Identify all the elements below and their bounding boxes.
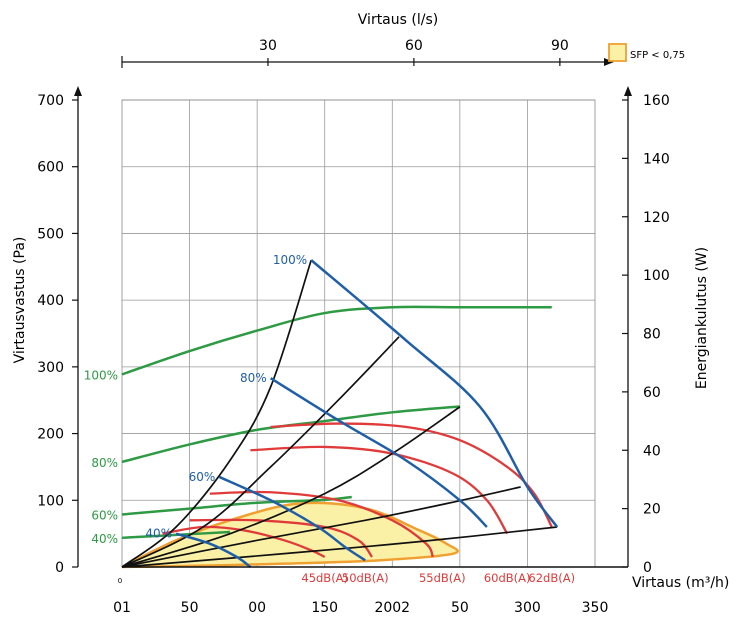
pressure-curve-label: 40% bbox=[145, 527, 172, 541]
y-right-tick-label: 140 bbox=[643, 151, 670, 167]
y-left-tick-label: 0 bbox=[55, 560, 64, 576]
x-tick-label: 350 bbox=[582, 600, 609, 616]
top-axis-tick-label: 30 bbox=[259, 38, 277, 54]
sound-curve-60dB(A) bbox=[250, 445, 509, 535]
x-tick-label: 50 bbox=[451, 600, 469, 616]
y-left-tick-label: 100 bbox=[37, 493, 64, 509]
y-left-tick-label: 300 bbox=[37, 360, 64, 376]
system-curve bbox=[121, 336, 400, 568]
y-right-tick-label: 100 bbox=[643, 268, 670, 284]
power-curve-label: 60% bbox=[91, 508, 118, 522]
pressure-curve-100% bbox=[310, 259, 559, 528]
y-left-tick-label: 500 bbox=[37, 226, 64, 242]
x-origin-label: 0 bbox=[118, 577, 122, 585]
pressure-curve-40% bbox=[175, 532, 252, 569]
x-tick-label: 2002 bbox=[374, 600, 410, 616]
y-axis-left-arrow bbox=[74, 86, 82, 96]
y-right-tick-label: 80 bbox=[643, 327, 661, 343]
top-axis-tick-label: 60 bbox=[405, 38, 423, 54]
y-right-tick-label: 160 bbox=[643, 93, 670, 109]
top-axis-label: Virtaus (l/s) bbox=[358, 12, 438, 28]
legend-swatch bbox=[608, 43, 627, 62]
x-tick-label: 300 bbox=[514, 600, 541, 616]
y-left-label: Virtausvastus (Pa) bbox=[12, 237, 28, 364]
system-curve bbox=[121, 259, 313, 568]
plot-frame bbox=[121, 99, 596, 568]
x-tick-label: 01 bbox=[113, 600, 131, 616]
system-curve bbox=[121, 406, 461, 568]
sound-curve-label: 62dB(A) bbox=[528, 571, 575, 585]
x-tick-label: 50 bbox=[181, 600, 199, 616]
pressure-curve-label: 80% bbox=[240, 371, 267, 385]
sound-curve-label: 55dB(A) bbox=[419, 571, 466, 585]
power-curve-label: 40% bbox=[91, 532, 118, 546]
pressure-curve-label: 60% bbox=[189, 470, 216, 484]
y-right-tick-label: 60 bbox=[643, 385, 661, 401]
x-axis-label: Virtaus (m³/h) bbox=[632, 575, 729, 591]
pressure-curve-60% bbox=[218, 475, 366, 562]
pressure-curve-label: 100% bbox=[273, 253, 307, 267]
sound-curve-label: 60dB(A) bbox=[484, 571, 531, 585]
power-curve-80% bbox=[121, 405, 460, 464]
y-left-tick-label: 600 bbox=[37, 160, 64, 176]
y-left-tick-label: 400 bbox=[37, 293, 64, 309]
sound-curve-62dB(A) bbox=[270, 422, 553, 528]
x-tick-label: 150 bbox=[311, 600, 338, 616]
sound-curve-55dB(A) bbox=[209, 490, 434, 558]
y-right-tick-label: 120 bbox=[643, 210, 670, 226]
y-axis-right-arrow bbox=[624, 86, 632, 96]
sound-curve-label: 45dB(A) bbox=[301, 571, 348, 585]
pressure-curve-80% bbox=[269, 377, 488, 528]
sound-curve-label: 50dB(A) bbox=[342, 571, 389, 585]
y-right-tick-label: 20 bbox=[643, 502, 661, 518]
x-tick-label: 00 bbox=[248, 600, 266, 616]
power-curve-label: 100% bbox=[84, 368, 118, 382]
y-right-label: Energiankulutus (W) bbox=[694, 247, 710, 389]
y-right-tick-label: 40 bbox=[643, 443, 661, 459]
y-right-tick-label: 0 bbox=[643, 560, 652, 576]
y-left-tick-label: 200 bbox=[37, 427, 64, 443]
y-left-tick-label: 700 bbox=[37, 93, 64, 109]
top-axis-tick-label: 90 bbox=[551, 38, 569, 54]
power-curve-100% bbox=[121, 305, 552, 376]
power-curve-label: 80% bbox=[91, 456, 118, 470]
top-axis-arrow bbox=[604, 58, 614, 66]
legend-label: SFP < 0,75 bbox=[630, 50, 685, 61]
